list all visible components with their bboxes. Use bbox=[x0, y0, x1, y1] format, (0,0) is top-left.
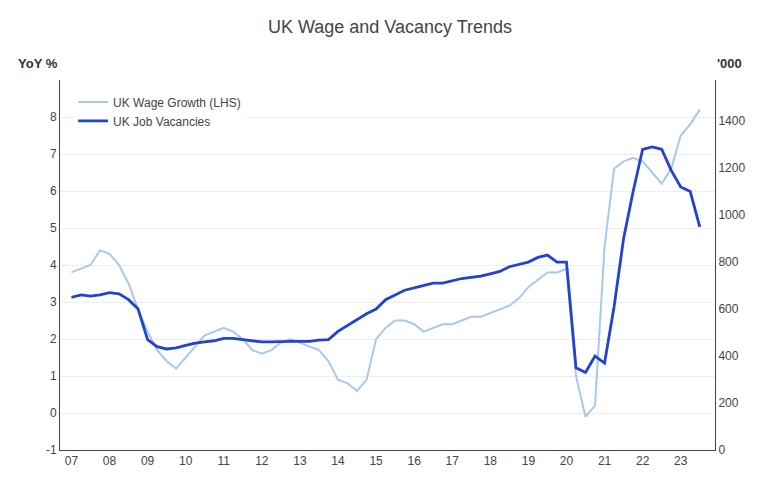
svg-text:17: 17 bbox=[446, 454, 460, 468]
svg-text:400: 400 bbox=[718, 349, 738, 363]
svg-text:-1: -1 bbox=[46, 443, 57, 457]
svg-text:1: 1 bbox=[50, 369, 57, 383]
svg-text:1200: 1200 bbox=[718, 161, 745, 175]
svg-text:09: 09 bbox=[141, 454, 155, 468]
svg-text:2: 2 bbox=[50, 332, 57, 346]
svg-text:200: 200 bbox=[718, 396, 738, 410]
svg-text:21: 21 bbox=[598, 454, 612, 468]
svg-text:23: 23 bbox=[674, 454, 688, 468]
svg-text:15: 15 bbox=[369, 454, 383, 468]
svg-text:12: 12 bbox=[255, 454, 269, 468]
svg-text:22: 22 bbox=[636, 454, 650, 468]
svg-text:600: 600 bbox=[718, 302, 738, 316]
svg-text:1000: 1000 bbox=[718, 208, 745, 222]
svg-text:UK Wage and Vacancy Trends: UK Wage and Vacancy Trends bbox=[268, 17, 512, 37]
svg-text:18: 18 bbox=[484, 454, 498, 468]
svg-text:5: 5 bbox=[50, 221, 57, 235]
svg-text:16: 16 bbox=[407, 454, 421, 468]
svg-text:'000: '000 bbox=[717, 56, 742, 71]
svg-text:10: 10 bbox=[179, 454, 193, 468]
svg-text:800: 800 bbox=[718, 255, 738, 269]
svg-text:14: 14 bbox=[331, 454, 345, 468]
svg-text:11: 11 bbox=[218, 454, 231, 468]
svg-text:0: 0 bbox=[718, 443, 725, 457]
svg-text:07: 07 bbox=[65, 454, 79, 468]
svg-text:UK Wage Growth (LHS): UK Wage Growth (LHS) bbox=[113, 96, 241, 110]
svg-text:13: 13 bbox=[293, 454, 307, 468]
svg-text:1400: 1400 bbox=[718, 114, 745, 128]
svg-text:19: 19 bbox=[522, 454, 536, 468]
svg-text:6: 6 bbox=[50, 184, 57, 198]
svg-text:0: 0 bbox=[50, 406, 57, 420]
svg-text:20: 20 bbox=[560, 454, 574, 468]
svg-text:7: 7 bbox=[50, 147, 57, 161]
svg-text:8: 8 bbox=[50, 110, 57, 124]
svg-text:08: 08 bbox=[103, 454, 117, 468]
svg-text:3: 3 bbox=[50, 295, 57, 309]
svg-text:UK Job Vacancies: UK Job Vacancies bbox=[113, 115, 210, 129]
svg-text:YoY %: YoY % bbox=[18, 56, 58, 71]
svg-text:4: 4 bbox=[50, 258, 57, 272]
